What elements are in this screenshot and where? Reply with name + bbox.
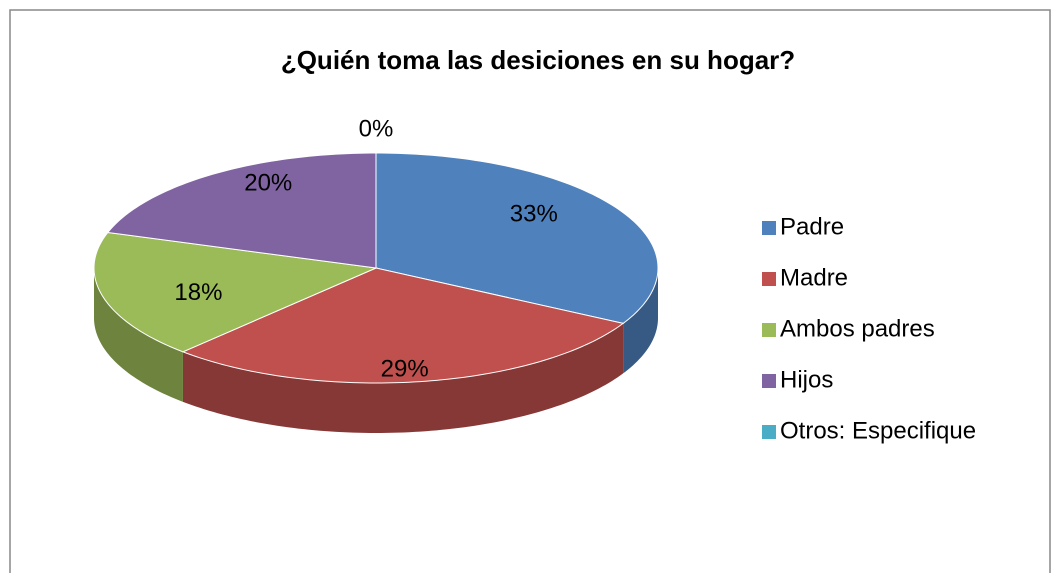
- legend-label: Otros: Especifique: [780, 417, 976, 444]
- data-label: 20%: [244, 170, 292, 197]
- legend-label: Hijos: [780, 366, 833, 393]
- legend-label: Madre: [780, 264, 848, 291]
- slice: [181, 267, 625, 384]
- legend-label: Padre: [780, 213, 844, 240]
- legend-label: Ambos padres: [780, 315, 935, 342]
- slice: [106, 152, 377, 269]
- legend-swatch: [762, 221, 776, 235]
- data-label: 0%: [359, 115, 394, 142]
- legend-swatch: [762, 272, 776, 286]
- legend-swatch: [762, 323, 776, 337]
- legend-swatch: [762, 374, 776, 388]
- legend-swatch: [762, 425, 776, 439]
- slice: [375, 152, 659, 324]
- slice: [93, 231, 378, 353]
- data-label: 33%: [510, 201, 558, 228]
- chart-title: ¿Quién toma las desiciones en su hogar?: [281, 45, 795, 75]
- slice-side: [623, 268, 658, 374]
- slice-side: [182, 323, 624, 433]
- slice-side: [94, 268, 183, 402]
- data-label: 18%: [174, 279, 222, 306]
- data-label: 29%: [381, 356, 429, 383]
